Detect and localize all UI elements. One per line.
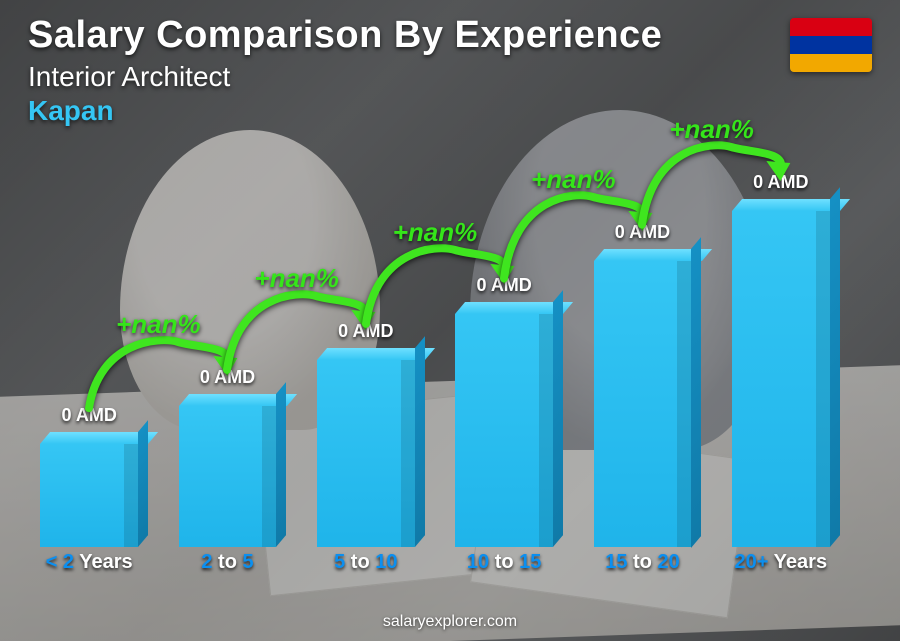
bar-value-label: 0 AMD bbox=[28, 405, 150, 426]
bar-value-label: 0 AMD bbox=[443, 275, 565, 296]
delta-label: +nan% bbox=[669, 114, 754, 145]
delta-label: +nan% bbox=[393, 217, 478, 248]
x-axis-label: 5 to 10 bbox=[305, 551, 427, 581]
country-flag-icon bbox=[790, 18, 872, 72]
bar bbox=[732, 211, 830, 547]
chart-title: Salary Comparison By Experience bbox=[28, 14, 750, 57]
chart-location: Kapan bbox=[28, 95, 750, 127]
x-axis-label: 15 to 20 bbox=[581, 551, 703, 581]
bar bbox=[179, 406, 277, 547]
bar-value-label: 0 AMD bbox=[166, 367, 288, 388]
bar-chart: 0 AMD 0 AMD 0 AMD 0 AMD 0 AMD 0 AMD < 2 Years… bbox=[28, 165, 842, 581]
bar bbox=[317, 360, 415, 547]
x-axis-label: 20+ Years bbox=[720, 551, 842, 581]
bar-value-label: 0 AMD bbox=[720, 172, 842, 193]
bar-slot: 0 AMD bbox=[166, 165, 288, 547]
flag-stripe-1 bbox=[790, 18, 872, 36]
bar bbox=[594, 261, 692, 548]
flag-stripe-3 bbox=[790, 54, 872, 72]
flag-stripe-2 bbox=[790, 36, 872, 54]
delta-label: +nan% bbox=[116, 309, 201, 340]
bar bbox=[40, 444, 138, 547]
delta-label: +nan% bbox=[254, 263, 339, 294]
chart-subtitle: Interior Architect bbox=[28, 61, 750, 93]
bar-slot: 0 AMD bbox=[581, 165, 703, 547]
bar-value-label: 0 AMD bbox=[581, 222, 703, 243]
bar-slot: 0 AMD bbox=[28, 165, 150, 547]
bar-value-label: 0 AMD bbox=[305, 321, 427, 342]
x-axis-label: 2 to 5 bbox=[166, 551, 288, 581]
bar bbox=[455, 314, 553, 547]
x-axis-label: < 2 Years bbox=[28, 551, 150, 581]
x-axis-label: 10 to 15 bbox=[443, 551, 565, 581]
footer-credit: salaryexplorer.com bbox=[0, 613, 900, 631]
delta-label: +nan% bbox=[531, 164, 616, 195]
bar-slot: 0 AMD bbox=[720, 165, 842, 547]
title-block: Salary Comparison By Experience Interior… bbox=[28, 14, 750, 127]
infographic-stage: Salary Comparison By Experience Interior… bbox=[0, 0, 900, 641]
x-axis-labels: < 2 Years 2 to 5 5 to 10 10 to 15 15 to 20 20… bbox=[28, 551, 842, 581]
